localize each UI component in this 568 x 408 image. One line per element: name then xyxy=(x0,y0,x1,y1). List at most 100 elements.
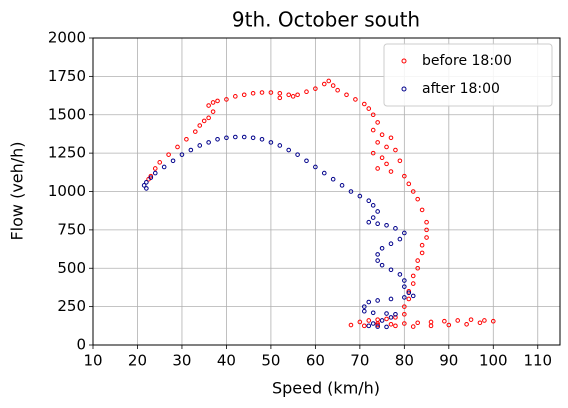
point xyxy=(175,144,180,150)
x-tick-label: 60 xyxy=(306,352,325,370)
point xyxy=(304,89,309,95)
point xyxy=(366,219,372,225)
x-tick-label: 20 xyxy=(128,352,147,370)
point xyxy=(362,308,367,314)
point xyxy=(375,324,380,329)
point xyxy=(259,137,265,142)
x-tick-label: 90 xyxy=(439,352,458,370)
point xyxy=(410,273,416,279)
point xyxy=(259,90,265,95)
point xyxy=(477,320,483,326)
point xyxy=(370,310,376,316)
point xyxy=(402,278,407,283)
point xyxy=(286,92,291,98)
y-axis-label: Flow (veh/h) xyxy=(8,141,27,240)
point xyxy=(375,209,380,214)
point xyxy=(402,173,407,179)
point xyxy=(415,320,420,326)
point xyxy=(370,127,376,133)
x-tick-label: 110 xyxy=(523,352,552,370)
point xyxy=(339,183,345,188)
point xyxy=(344,92,349,98)
point xyxy=(152,170,158,176)
point xyxy=(406,290,412,296)
point xyxy=(277,143,283,148)
point xyxy=(197,143,203,148)
point xyxy=(170,158,176,164)
y-tick-label: 2000 xyxy=(48,29,86,47)
point xyxy=(250,135,256,141)
y-tick-label: 1500 xyxy=(48,105,86,123)
point xyxy=(384,144,389,150)
point xyxy=(388,169,394,174)
point xyxy=(304,158,309,164)
point xyxy=(233,134,238,140)
y-tick-label: 1750 xyxy=(48,67,86,85)
point xyxy=(406,288,412,294)
x-tick-label: 70 xyxy=(350,352,369,370)
point xyxy=(179,152,185,157)
point xyxy=(428,319,434,325)
point xyxy=(313,164,318,170)
point xyxy=(424,219,429,225)
point xyxy=(379,262,385,268)
point xyxy=(141,183,147,188)
y-tick-label: 500 xyxy=(57,259,86,277)
y-tick-label: 750 xyxy=(57,220,86,238)
point xyxy=(402,312,407,317)
point xyxy=(375,321,380,326)
point xyxy=(370,203,376,208)
point xyxy=(357,319,363,325)
point xyxy=(415,258,420,263)
x-tick-label: 40 xyxy=(217,352,236,370)
point xyxy=(233,94,238,99)
point xyxy=(362,101,367,107)
point xyxy=(406,296,412,302)
point xyxy=(388,296,394,302)
point xyxy=(295,152,300,157)
point xyxy=(419,242,425,248)
point xyxy=(424,235,429,240)
point xyxy=(375,258,380,263)
legend-label: after 18:00 xyxy=(422,81,500,97)
legend-marker xyxy=(401,58,407,64)
point xyxy=(370,321,376,326)
point xyxy=(357,193,363,199)
point xyxy=(375,322,380,328)
point xyxy=(210,109,216,114)
point xyxy=(290,94,296,99)
point xyxy=(161,164,167,170)
point xyxy=(415,265,420,271)
point xyxy=(330,176,336,182)
point xyxy=(184,137,189,142)
chart-title: 9th. October south xyxy=(232,8,420,32)
point xyxy=(375,298,380,303)
point xyxy=(348,322,354,328)
point xyxy=(366,323,372,329)
point xyxy=(335,87,340,93)
point xyxy=(375,317,380,322)
point xyxy=(375,221,380,227)
point xyxy=(286,147,291,153)
point xyxy=(366,318,372,323)
point xyxy=(402,230,407,236)
point xyxy=(402,295,407,300)
point xyxy=(197,123,203,128)
point xyxy=(388,315,394,320)
point xyxy=(148,175,154,180)
point xyxy=(446,322,452,328)
point xyxy=(166,152,171,157)
point xyxy=(321,170,327,176)
x-tick-label: 100 xyxy=(479,352,508,370)
point xyxy=(419,250,425,256)
point xyxy=(393,226,398,231)
point xyxy=(348,189,354,194)
point xyxy=(384,316,389,322)
point xyxy=(428,323,434,329)
point xyxy=(406,181,412,187)
point xyxy=(402,321,407,326)
point xyxy=(410,324,416,329)
point xyxy=(388,135,394,141)
point xyxy=(366,106,372,111)
